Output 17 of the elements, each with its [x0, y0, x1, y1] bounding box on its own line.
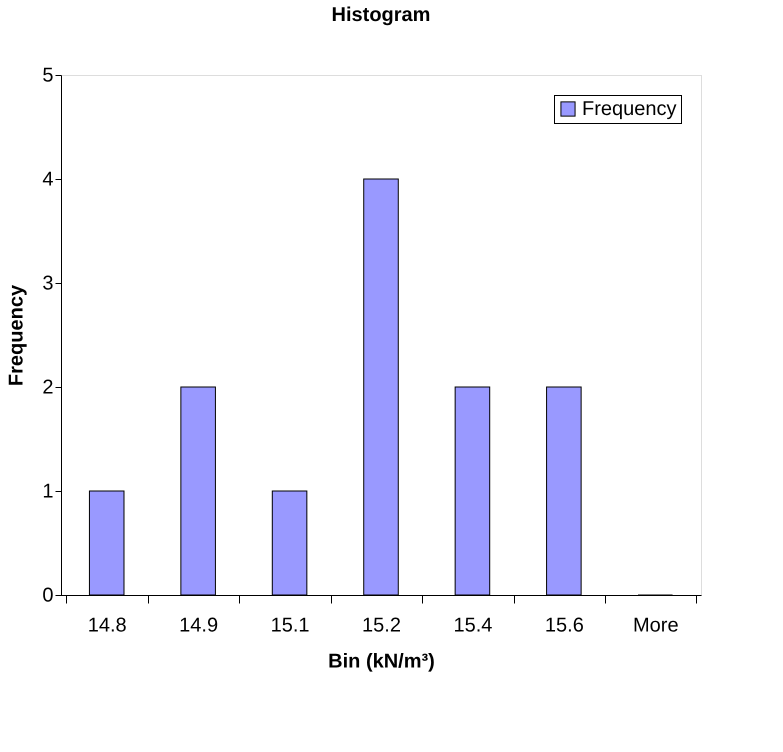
y-tick-label: 5	[42, 64, 54, 86]
y-tick-label: 0	[42, 584, 54, 606]
y-tick-label: 1	[42, 480, 54, 502]
x-tick-label: More	[632, 614, 679, 636]
x-tick-label: 15.1	[270, 614, 310, 636]
y-tick-label: 2	[42, 376, 54, 398]
x-tick-label: 15.6	[544, 614, 584, 636]
x-tick-label: 14.8	[88, 614, 127, 636]
y-tick-label: 3	[42, 272, 54, 294]
chart-title: Histogram	[332, 4, 430, 26]
x-axis-title: Bin (kN/m³)	[328, 650, 435, 672]
y-axis-title: Frequency	[5, 284, 28, 386]
y-tick-label: 4	[42, 168, 54, 190]
x-tick-label: 15.4	[453, 614, 492, 636]
legend-label: Frequency	[582, 98, 676, 120]
x-tick-label: 14.9	[179, 614, 218, 636]
x-tick-label: 15.2	[362, 614, 401, 636]
